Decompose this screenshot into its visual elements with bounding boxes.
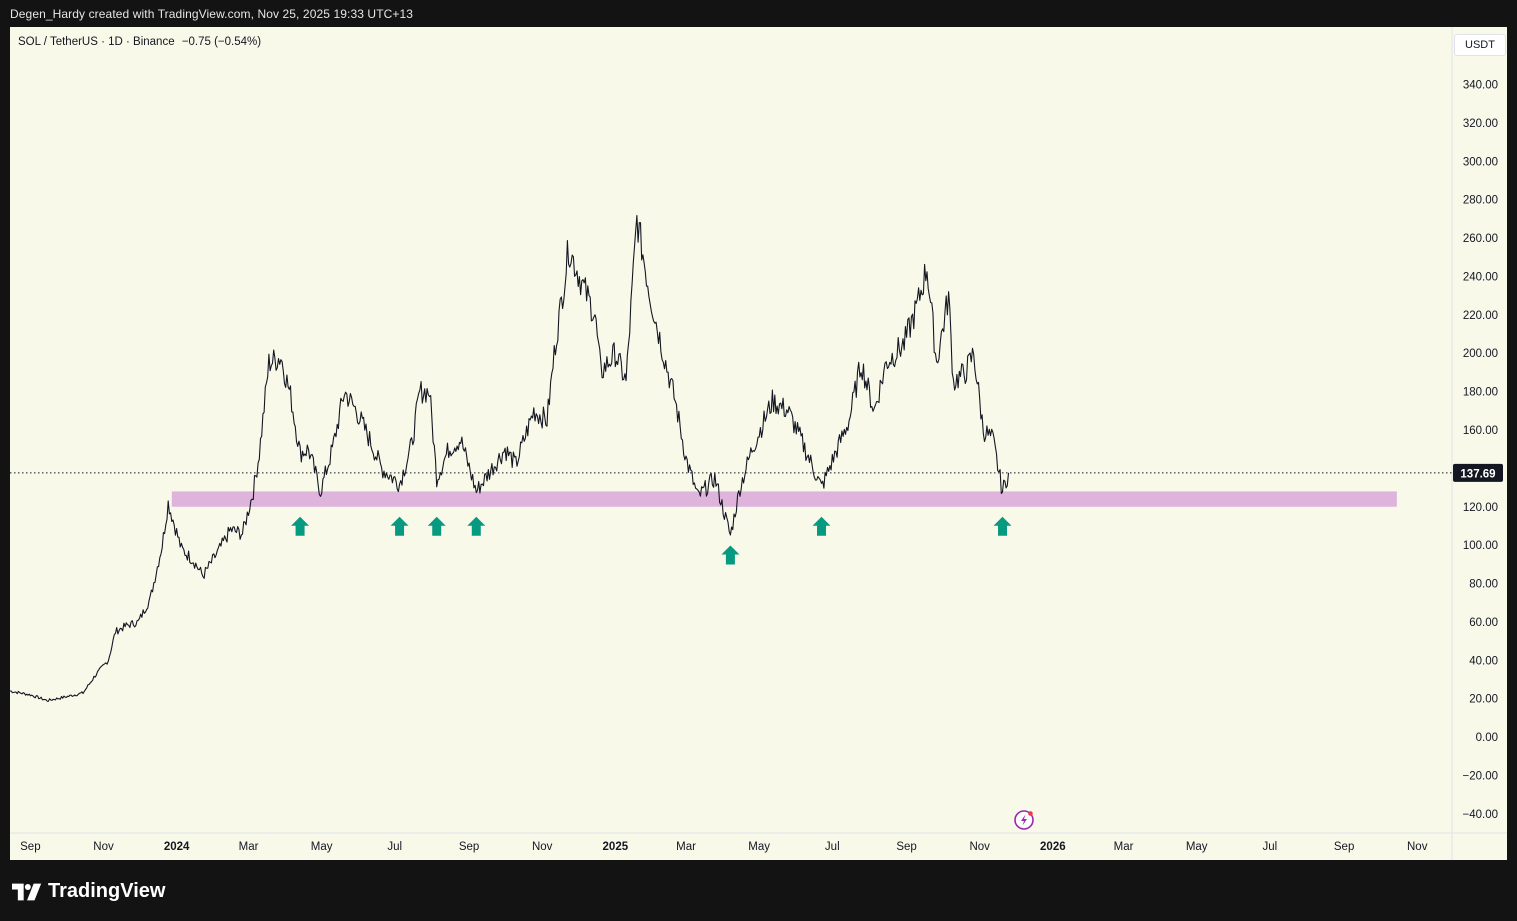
up-arrow-marker — [721, 545, 740, 565]
attribution-text: Degen_Hardy created with TradingView.com… — [10, 7, 414, 21]
price-series-layer — [10, 214, 1452, 702]
price-axis-tick-label: −40.00 — [1463, 809, 1499, 821]
time-axis-tick-label: Mar — [239, 841, 259, 853]
time-axis-tick-label: 2024 — [164, 841, 190, 853]
time-axis-tick-label: May — [748, 841, 770, 853]
price-axis-tick-label: 160.00 — [1463, 425, 1498, 437]
tradingview-logo-icon — [12, 883, 42, 900]
time-axis[interactable]: Sep Nov 2024 Mar May Jul Sep Nov 2025 Mar May Jul Se… — [20, 841, 1428, 853]
currency-unit-label[interactable]: USDT — [1454, 34, 1506, 56]
symbol-label: SOL / TetherUS · 1D · Binance — [18, 36, 175, 48]
time-axis-tick-label: Nov — [532, 841, 553, 853]
price-axis-tick-label: 280.00 — [1463, 195, 1498, 207]
time-axis-tick-label: May — [311, 841, 333, 853]
up-arrow-marker — [390, 516, 409, 536]
price-axis-tick-label: 100.00 — [1463, 540, 1498, 552]
time-axis-tick-label: Jul — [387, 841, 402, 853]
price-axis[interactable]: 360.00340.00320.00300.00280.00260.00240.… — [1453, 41, 1503, 821]
price-axis-tick-label: 340.00 — [1463, 80, 1498, 92]
price-axis-tick-label: 180.00 — [1463, 387, 1498, 399]
support-zone — [171, 491, 1397, 507]
price-change: −0.75 (−0.54%) — [181, 36, 262, 48]
price-series-line — [10, 214, 1010, 702]
time-axis-tick-label: Jul — [825, 841, 840, 853]
tradingview-brand: TradingView — [12, 880, 165, 903]
chart-panel[interactable]: 360.00340.00320.00300.00280.00260.00240.… — [10, 27, 1507, 860]
up-arrow-marker — [812, 516, 831, 536]
last-price-label-bg — [1453, 463, 1503, 482]
time-axis-tick-label: Jul — [1262, 841, 1277, 853]
price-axis-tick-label: 300.00 — [1463, 156, 1498, 168]
lightning-bolt-icon[interactable] — [1014, 810, 1034, 830]
price-axis-tick-label: −20.00 — [1463, 770, 1499, 782]
price-axis-tick-label: 320.00 — [1463, 118, 1498, 130]
up-arrow-marker — [993, 516, 1012, 536]
time-axis-tick-label: Mar — [1114, 841, 1134, 853]
price-axis-tick-label: 0.00 — [1476, 732, 1498, 744]
price-axis-tick-label: 20.00 — [1469, 694, 1498, 706]
time-axis-tick-label: Nov — [93, 841, 114, 853]
price-axis-tick-label: 60.00 — [1469, 617, 1498, 629]
price-axis-tick-label: 80.00 — [1469, 579, 1498, 591]
price-axis-tick-label: 40.00 — [1469, 655, 1498, 667]
up-arrow-marker — [467, 516, 486, 536]
time-axis-tick-label: May — [1186, 841, 1208, 853]
last-price-label: 137.69 — [1460, 468, 1495, 480]
up-arrow-marker — [427, 516, 446, 536]
time-axis-tick-label: Sep — [459, 841, 479, 853]
time-axis-tick-label: Mar — [676, 841, 696, 853]
time-axis-tick-label: Nov — [969, 841, 990, 853]
time-axis-tick-label: Sep — [20, 841, 40, 853]
arrow-annotations-layer — [291, 516, 1012, 565]
price-axis-tick-label: 120.00 — [1463, 502, 1498, 514]
time-axis-tick-label: Sep — [896, 841, 916, 853]
support-zone-layer — [171, 491, 1397, 507]
time-axis-tick-label: 2026 — [1040, 841, 1066, 853]
price-axis-tick-label: 260.00 — [1463, 233, 1498, 245]
time-axis-tick-label: Sep — [1334, 841, 1354, 853]
price-axis-tick-label: 240.00 — [1463, 271, 1498, 283]
time-axis-tick-label: Nov — [1407, 841, 1428, 853]
price-axis-tick-label: 220.00 — [1463, 310, 1498, 322]
price-axis-tick-label: 200.00 — [1463, 348, 1498, 360]
brand-name: TradingView — [48, 880, 166, 902]
symbol-legend[interactable]: SOL / TetherUS · 1D · Binance −0.75 (−0.… — [18, 36, 261, 48]
up-arrow-marker — [291, 516, 310, 536]
time-axis-tick-label: 2025 — [603, 841, 629, 853]
price-chart[interactable]: 360.00340.00320.00300.00280.00260.00240.… — [10, 27, 1507, 860]
